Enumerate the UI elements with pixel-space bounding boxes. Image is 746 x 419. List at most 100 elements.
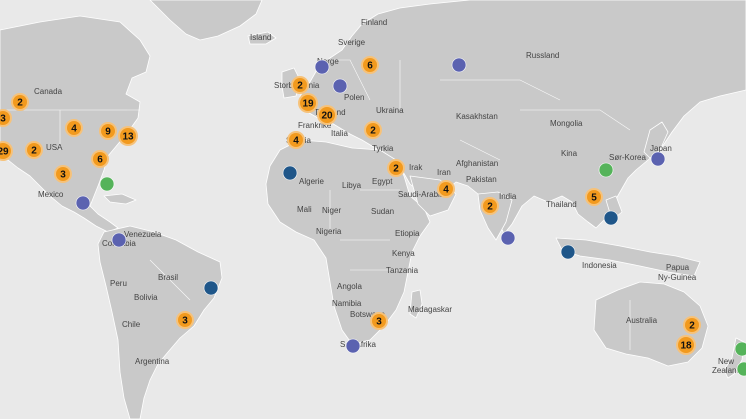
cluster-marker[interactable]: 3	[370, 312, 388, 330]
location-marker[interactable]	[736, 361, 746, 377]
cluster-count: 3	[60, 170, 66, 181]
label-angola: Angola	[337, 282, 362, 291]
label-mexico: Mexico	[38, 190, 64, 199]
cluster-marker[interactable]: 6	[361, 56, 379, 74]
location-marker[interactable]	[75, 195, 91, 211]
label-iran: Iran	[437, 168, 451, 177]
cluster-marker[interactable]: 20	[317, 105, 337, 125]
location-marker[interactable]	[650, 151, 666, 167]
location-marker[interactable]	[282, 165, 298, 181]
cluster-count: 6	[367, 61, 373, 72]
land-indonesia	[555, 237, 701, 277]
label-indonesia: Indonesia	[582, 261, 617, 270]
label-libya: Libya	[342, 181, 362, 190]
cluster-count: 5	[591, 193, 597, 204]
cluster-count: 2	[393, 164, 399, 175]
label-mongolia: Mongolia	[550, 119, 583, 128]
cluster-marker[interactable]: 4	[437, 180, 455, 198]
land-africa	[265, 139, 431, 345]
cluster-count: 2	[297, 81, 303, 92]
cluster-marker[interactable]: 29	[0, 141, 13, 161]
label-kenya: Kenya	[392, 249, 415, 258]
land-south-america	[97, 225, 223, 419]
land-madagascar	[409, 289, 423, 319]
label-afghanistan: Afghanistan	[456, 159, 498, 168]
cluster-marker[interactable]: 13	[118, 126, 138, 146]
label-nigeria: Nigeria	[316, 227, 342, 236]
location-marker[interactable]	[560, 244, 576, 260]
label-russland: Russland	[526, 51, 559, 60]
label-usa: USA	[46, 143, 63, 152]
label-peru: Peru	[110, 279, 127, 288]
cluster-marker[interactable]: 2	[11, 93, 29, 111]
label-finland: Finland	[361, 18, 387, 27]
location-marker[interactable]	[598, 162, 614, 178]
label-brasil: Brasil	[158, 273, 178, 282]
label-canada: Canada	[34, 87, 63, 96]
label-argentina: Argentina	[135, 357, 170, 366]
label-tyrkia: Tyrkia	[372, 144, 394, 153]
label-chile: Chile	[122, 320, 141, 329]
label-botswana: Botswana	[350, 310, 386, 319]
location-marker[interactable]	[451, 57, 467, 73]
label-thailand: Thailand	[546, 200, 577, 209]
point-markers[interactable]	[75, 57, 746, 377]
cluster-marker[interactable]: 2	[683, 316, 701, 334]
label-new: New	[718, 357, 734, 366]
location-marker[interactable]	[345, 338, 361, 354]
cluster-markers[interactable]: 2 3 4 9 13 29 2 6 3 2 6 19 20 2 4 2 4 2 …	[0, 56, 701, 355]
cluster-count: 20	[321, 111, 333, 122]
location-marker[interactable]	[111, 232, 127, 248]
cluster-marker[interactable]: 2	[25, 141, 43, 159]
land-greenland	[149, 0, 263, 41]
label-venezuela: Venezuela	[124, 230, 162, 239]
cluster-count: 9	[105, 127, 111, 138]
label-madagaskar: Madagaskar	[408, 305, 452, 314]
cluster-marker[interactable]: 4	[287, 131, 305, 149]
cluster-count: 3	[0, 114, 6, 125]
location-marker[interactable]	[203, 280, 219, 296]
label-ny-guinea: Ny-Guinea	[658, 273, 697, 282]
cluster-marker[interactable]: 2	[481, 197, 499, 215]
cluster-marker[interactable]: 19	[298, 93, 318, 113]
label-irak: Irak	[409, 163, 423, 172]
cluster-count: 18	[680, 341, 692, 352]
label-etiopia: Etiopia	[395, 229, 420, 238]
location-marker[interactable]	[332, 78, 348, 94]
cluster-marker[interactable]: 18	[676, 335, 696, 355]
label-kasakhstan: Kasakhstan	[456, 112, 498, 121]
cluster-marker[interactable]: 4	[65, 119, 83, 137]
label-india: India	[499, 192, 517, 201]
cluster-count: 29	[0, 147, 9, 158]
cluster-count: 2	[689, 321, 695, 332]
label-norge: Norge	[317, 57, 339, 66]
location-marker[interactable]	[99, 176, 115, 192]
land-japan	[643, 121, 669, 159]
location-marker[interactable]	[734, 341, 746, 357]
cluster-count: 2	[17, 98, 23, 109]
label-ukraina: Ukraina	[376, 106, 404, 115]
cluster-count: 13	[122, 132, 134, 143]
label-bolivia: Bolivia	[134, 293, 158, 302]
cluster-marker[interactable]: 2	[291, 76, 309, 94]
cluster-marker[interactable]: 3	[0, 109, 12, 127]
label-polen: Polen	[344, 93, 364, 102]
cluster-marker[interactable]: 9	[99, 122, 117, 140]
location-marker[interactable]	[314, 59, 330, 75]
location-marker[interactable]	[603, 210, 619, 226]
label-namibia: Namibia	[332, 299, 362, 308]
cluster-count: 4	[293, 136, 299, 147]
location-marker[interactable]	[500, 230, 516, 246]
cluster-marker[interactable]: 6	[91, 150, 109, 168]
cluster-marker[interactable]: 2	[364, 121, 382, 139]
label-kina: Kina	[561, 149, 578, 158]
label-niger: Niger	[322, 206, 341, 215]
label-frankrike: Frankrike	[298, 121, 332, 130]
cluster-marker[interactable]: 5	[585, 188, 603, 206]
cluster-marker[interactable]: 3	[176, 311, 194, 329]
cluster-marker[interactable]: 3	[54, 165, 72, 183]
label-island: Island	[250, 33, 271, 42]
label-pakistan: Pakistan	[466, 175, 497, 184]
cluster-marker[interactable]: 2	[387, 159, 405, 177]
